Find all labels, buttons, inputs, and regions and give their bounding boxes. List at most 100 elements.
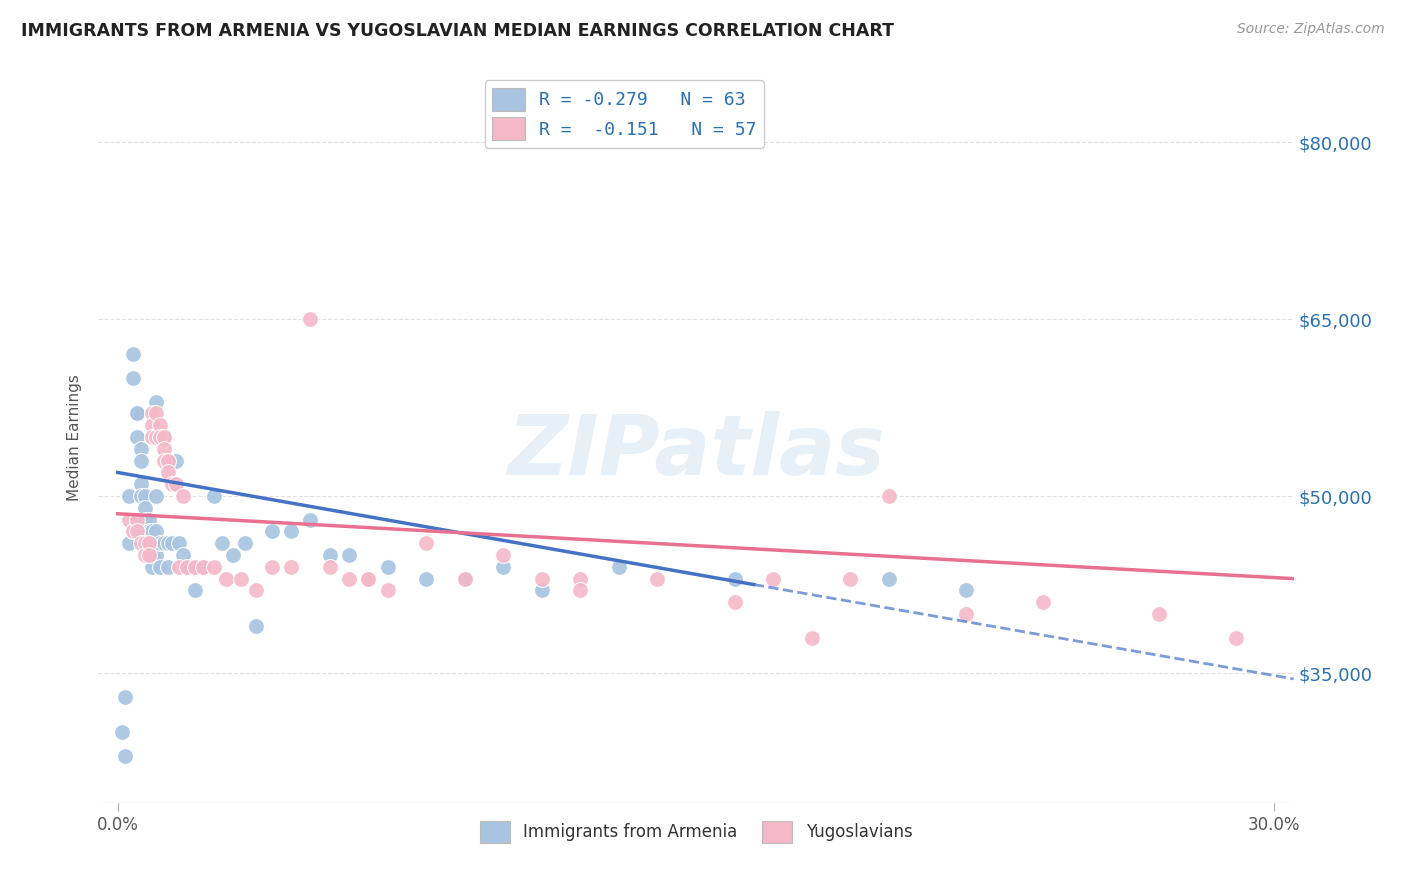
Point [110,725,132,739]
Point [122,524,145,539]
Point [260,524,283,539]
Point [118,513,141,527]
Point [145,430,167,444]
Point [165,477,187,491]
Point [415,536,437,550]
Point [337,572,360,586]
Point [377,559,399,574]
Point [138,513,160,527]
Point [141,536,163,550]
Text: ZIPatlas: ZIPatlas [508,411,884,492]
Point [233,536,256,550]
Point [118,536,141,550]
Point [153,536,176,550]
Point [129,442,152,456]
Point [492,559,515,574]
Point [125,407,148,421]
Point [299,312,322,326]
Point [125,513,148,527]
Text: Source: ZipAtlas.com: Source: ZipAtlas.com [1237,22,1385,37]
Point [723,595,745,609]
Point [145,394,167,409]
Point [1147,607,1170,621]
Point [138,524,160,539]
Point [245,583,267,598]
Point [280,559,302,574]
Point [280,524,302,539]
Point [169,536,191,550]
Point [145,489,167,503]
Point [176,559,198,574]
Point [222,548,245,562]
Point [299,513,322,527]
Point [202,559,225,574]
Point [180,559,202,574]
Point [647,572,669,586]
Point [138,548,160,562]
Point [160,536,183,550]
Point [377,583,399,598]
Point [156,536,179,550]
Point [337,548,360,562]
Point [141,430,163,444]
Point [125,430,148,444]
Point [156,453,179,467]
Text: IMMIGRANTS FROM ARMENIA VS YUGOSLAVIAN MEDIAN EARNINGS CORRELATION CHART: IMMIGRANTS FROM ARMENIA VS YUGOSLAVIAN M… [21,22,894,40]
Point [202,489,225,503]
Point [145,548,167,562]
Point [415,572,437,586]
Point [134,500,156,515]
Point [145,407,167,421]
Point [800,631,823,645]
Point [122,371,145,385]
Point [129,489,152,503]
Point [214,572,236,586]
Point [134,513,156,527]
Y-axis label: Median Earnings: Median Earnings [67,374,83,500]
Point [319,548,342,562]
Point [149,418,172,433]
Point [141,559,163,574]
Point [129,453,152,467]
Point [125,524,148,539]
Point [762,572,785,586]
Point [211,536,233,550]
Legend: Immigrants from Armenia, Yugoslavians: Immigrants from Armenia, Yugoslavians [472,814,920,849]
Point [184,583,207,598]
Point [122,347,145,361]
Point [245,619,267,633]
Point [125,407,148,421]
Point [153,430,176,444]
Point [114,748,136,763]
Point [134,489,156,503]
Point [1225,631,1247,645]
Point [134,536,156,550]
Point [723,572,745,586]
Point [134,548,156,562]
Point [453,572,475,586]
Point [492,548,515,562]
Point [134,524,156,539]
Point [145,524,167,539]
Point [138,536,160,550]
Point [141,418,163,433]
Point [955,583,977,598]
Point [172,548,194,562]
Point [153,453,176,467]
Point [357,572,380,586]
Point [141,407,163,421]
Point [191,559,214,574]
Point [156,466,179,480]
Point [530,583,553,598]
Point [149,430,172,444]
Point [153,430,176,444]
Point [877,489,900,503]
Point [141,524,163,539]
Point [122,524,145,539]
Point [955,607,977,621]
Point [169,559,191,574]
Point [357,572,380,586]
Point [160,477,183,491]
Point [153,442,176,456]
Point [1032,595,1054,609]
